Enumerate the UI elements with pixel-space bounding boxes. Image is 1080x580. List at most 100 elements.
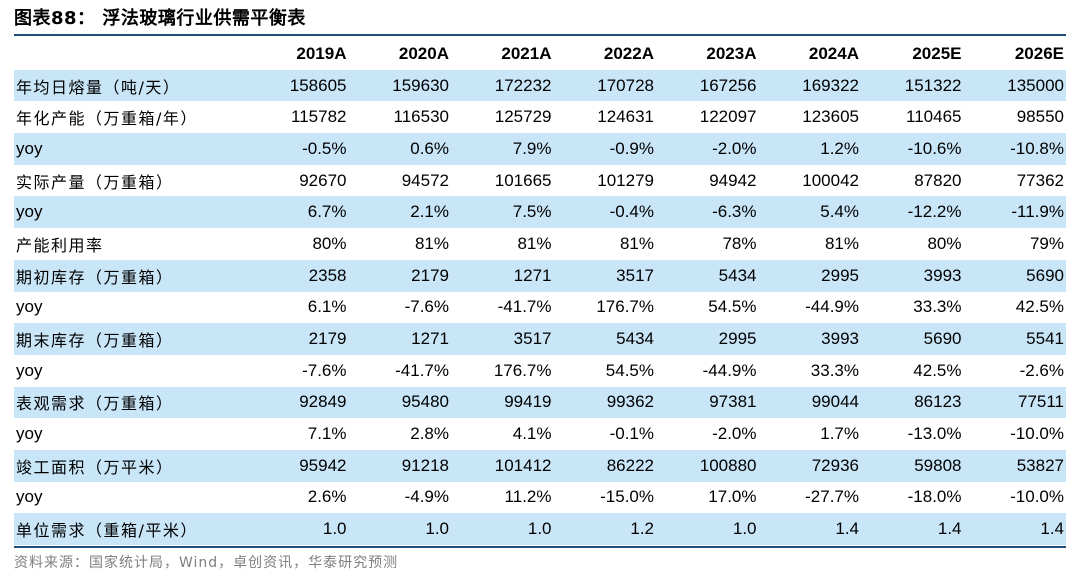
- row-label: 表观需求（万重箱）: [16, 394, 174, 414]
- table-cell: -7.6%: [302, 360, 347, 380]
- table-row: 竣工面积（万平米） 95942 91218 101412 86222 100880 7293…: [14, 449, 1066, 482]
- table-cell: 151322: [904, 75, 962, 95]
- table-cell: 99044: [811, 392, 859, 412]
- table-cell: 80%: [927, 233, 962, 253]
- table-row: 产能利用率 80% 81% 81% 81% 78% 81% 80% 79%: [14, 228, 1066, 260]
- table-cell: 72936: [811, 455, 859, 475]
- table-cell: 3517: [616, 265, 654, 285]
- table-cell: 5.4%: [820, 202, 859, 222]
- table-row: 单位需求（重箱/平米） 1.0 1.0 1.0 1.2 1.0 1.4 1.4 1.4: [14, 513, 1066, 545]
- table-cell: -11.9%: [1011, 202, 1064, 222]
- table-cell: -10.0%: [1010, 424, 1064, 444]
- table-cell: 176.7%: [596, 297, 654, 317]
- table-cell: 5690: [1026, 265, 1064, 285]
- column-header: 2024A: [808, 43, 859, 63]
- table-cell: 167256: [699, 75, 757, 95]
- table-cell: -27.7%: [805, 487, 859, 507]
- table-cell: 122097: [699, 107, 757, 127]
- table-row: 年均日熔量（吨/天） 158605 159630 172232 170728 167256…: [14, 69, 1066, 102]
- table-cell: 42.5%: [913, 360, 962, 380]
- table-cell: 7.5%: [512, 202, 552, 222]
- table-cell: -44.9%: [702, 360, 757, 380]
- table-cell: 2179: [308, 329, 347, 349]
- table-cell: 33.3%: [913, 297, 962, 317]
- row-label: yoy: [16, 138, 43, 158]
- table-cell: -6.3%: [712, 202, 757, 222]
- table-cell: 94572: [401, 170, 449, 190]
- column-header: 2021A: [501, 43, 552, 63]
- table-cell: 54.5%: [708, 297, 757, 317]
- table-cell: 86222: [606, 455, 654, 475]
- table-row: 实际产量（万重箱） 92670 94572 101665 101279 94942 1000…: [14, 165, 1066, 197]
- table-cell: 1.0: [732, 519, 757, 539]
- column-header: 2026E: [1014, 43, 1064, 63]
- table-cell: 101412: [494, 455, 552, 475]
- table-cell: -0.4%: [609, 202, 654, 222]
- table-cell: 6.1%: [307, 297, 347, 317]
- table-cell: -2.0%: [712, 424, 757, 444]
- table-cell: 1.2: [630, 519, 654, 539]
- table-cell: 5434: [616, 329, 654, 349]
- row-label: 实际产量（万重箱）: [16, 172, 174, 192]
- top-rule: [14, 34, 1066, 36]
- table-cell: 115782: [291, 107, 347, 127]
- table-cell: -18.0%: [907, 487, 962, 507]
- table-cell: -41.7%: [395, 360, 449, 380]
- table-cell: -15.0%: [600, 487, 654, 507]
- row-label: yoy: [16, 360, 43, 380]
- table-cell: 7.1%: [307, 424, 347, 444]
- table-cell: 176.7%: [493, 360, 552, 380]
- table-cell: 123605: [802, 107, 859, 127]
- table-cell: 92849: [299, 392, 347, 412]
- title-bar: 图表88： 浮法玻璃行业供需平衡表: [14, 0, 1066, 34]
- table-cell: 3993: [923, 265, 962, 285]
- table-cell: 2995: [718, 329, 757, 349]
- source-note: 资料来源：国家统计局，Wind，卓创资讯，华泰研究预测: [14, 555, 399, 571]
- table-cell: 110465: [906, 107, 962, 127]
- column-header: 2019A: [296, 43, 347, 63]
- table-cell: 92670: [299, 170, 347, 190]
- row-label: yoy: [16, 202, 43, 222]
- table-cell: 1.4: [937, 519, 962, 539]
- table-cell: 1.4: [835, 519, 859, 539]
- table-cell: 81%: [517, 233, 552, 253]
- table-cell: 2.8%: [410, 424, 449, 444]
- table-cell: -0.5%: [302, 138, 347, 158]
- table-cell: 33.3%: [810, 360, 859, 380]
- row-label: 单位需求（重箱/平米）: [16, 521, 198, 541]
- table-cell: 5434: [718, 265, 757, 285]
- table-cell: 6.7%: [307, 202, 347, 222]
- table-cell: 95480: [401, 392, 449, 412]
- table-row: yoy -7.6% -41.7% 176.7% 54.5% -44.9% 33.3% 42.5…: [14, 355, 1066, 387]
- row-label: 年均日熔量（吨/天）: [16, 77, 181, 97]
- table-cell: 78%: [722, 233, 757, 253]
- table-cell: 11.2%: [504, 487, 552, 507]
- table-cell: 94942: [709, 170, 757, 190]
- table-cell: 100880: [699, 455, 757, 475]
- supply-demand-table: 2019A 2020A 2021A 2022A 2023A 2024A 2025…: [14, 38, 1066, 545]
- table-cell: 77511: [1017, 392, 1064, 412]
- table-cell: 159630: [392, 75, 449, 95]
- table-cell: -0.9%: [609, 138, 654, 158]
- table-cell: 116530: [393, 107, 449, 127]
- table-cell: 86123: [914, 392, 962, 412]
- table-cell: 17.0%: [708, 487, 757, 507]
- table-cell: -10.8%: [1010, 138, 1064, 158]
- row-label: 竣工面积（万平米）: [16, 457, 174, 477]
- table-cell: 1.4: [1040, 519, 1064, 539]
- table-cell: 135000: [1007, 75, 1064, 95]
- table-cell: -2.0%: [712, 138, 757, 158]
- table-cell: 99362: [606, 392, 654, 412]
- column-header: 2020A: [398, 43, 449, 63]
- table-cell: 97381: [709, 392, 757, 412]
- table-cell: -10.6%: [907, 138, 962, 158]
- table-cell: 101665: [494, 170, 552, 190]
- table-row: yoy 7.1% 2.8% 4.1% -0.1% -2.0% 1.7% -13.0% -10.0…: [14, 418, 1066, 450]
- table-cell: 87820: [914, 170, 962, 190]
- table-header-row: 2019A 2020A 2021A 2022A 2023A 2024A 2025…: [14, 38, 1066, 70]
- table-cell: 5690: [923, 329, 962, 349]
- table-cell: -2.6%: [1019, 360, 1064, 380]
- table-cell: 77362: [1016, 170, 1064, 190]
- table-cell: 101279: [597, 170, 654, 190]
- row-label: yoy: [16, 297, 43, 317]
